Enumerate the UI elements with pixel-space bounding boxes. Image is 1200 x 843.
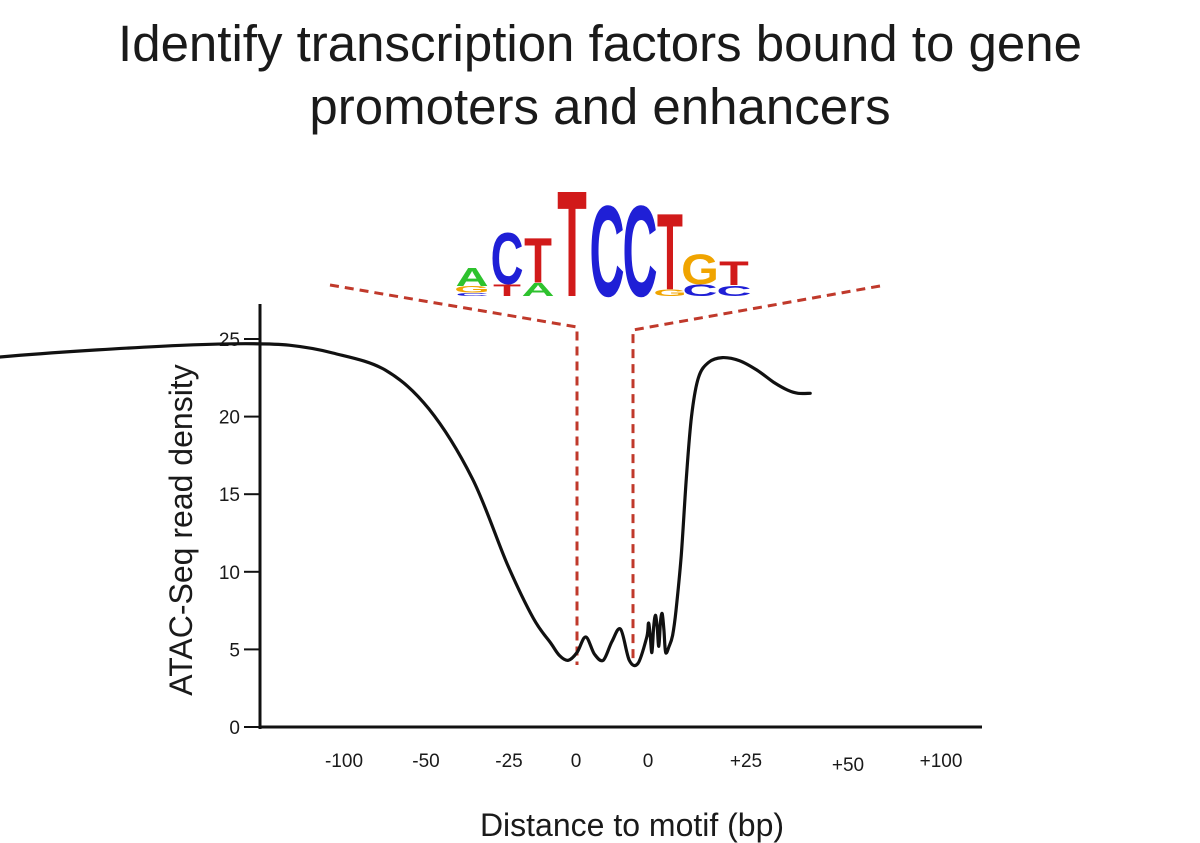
x-tick-label: 0: [571, 751, 582, 772]
read-density-curve: [0, 342, 812, 668]
title-line-1: Identify transcription factors bound to …: [118, 15, 1082, 72]
logo-letter-a: A: [522, 279, 555, 300]
x-tick-label: +50: [832, 755, 864, 776]
logo-letter-c: C: [682, 281, 717, 300]
y-axis-title: ATAC-Seq read density: [163, 364, 199, 695]
x-axis-title: Distance to motif (bp): [480, 807, 784, 843]
logo-letter-t: T: [493, 282, 521, 300]
title-line-2: promoters and enhancers: [309, 78, 891, 135]
y-axis-ticks: 0 5 10 15 20 25: [219, 330, 260, 739]
chart-axes: [258, 304, 982, 729]
y-tick-label: 25: [219, 330, 240, 351]
motif-guide-lines: [329, 283, 881, 665]
logo-letter-c: C: [622, 178, 657, 324]
guide-line-right: [631, 284, 881, 665]
logo-letter-g: G: [454, 284, 489, 295]
logo-letter-c: C: [491, 218, 524, 300]
logo-letter-a: A: [456, 262, 489, 291]
x-tick-label: -25: [495, 751, 522, 772]
y-tick-label: 10: [219, 563, 240, 584]
logo-letter-t: T: [719, 254, 749, 292]
y-tick-label: 15: [219, 485, 240, 506]
logo-letter-c: C: [589, 178, 624, 324]
logo-letter-c: C: [716, 282, 751, 299]
page-title: Identify transcription factors bound to …: [0, 12, 1200, 138]
logo-letter-g: G: [654, 287, 687, 298]
y-tick-label: 5: [229, 640, 240, 661]
guide-line-left: [329, 283, 579, 665]
x-tick-label: 0: [643, 751, 654, 772]
logo-letter-c: C: [456, 292, 489, 297]
logo-letter-t: T: [557, 159, 587, 329]
x-tick-label: +25: [730, 751, 762, 772]
logo-letter-g: G: [681, 246, 719, 294]
x-axis-ticks: -100 -50 -25 0 0 +25 +50 +100: [325, 751, 962, 776]
x-tick-label: -100: [325, 751, 363, 772]
x-tick-label: -50: [412, 751, 439, 772]
x-tick-label: +100: [920, 751, 963, 772]
y-tick-label: 20: [219, 408, 240, 429]
logo-letter-t: T: [657, 192, 683, 313]
logo-letter-t: T: [524, 225, 552, 296]
y-tick-label: 0: [229, 718, 240, 739]
